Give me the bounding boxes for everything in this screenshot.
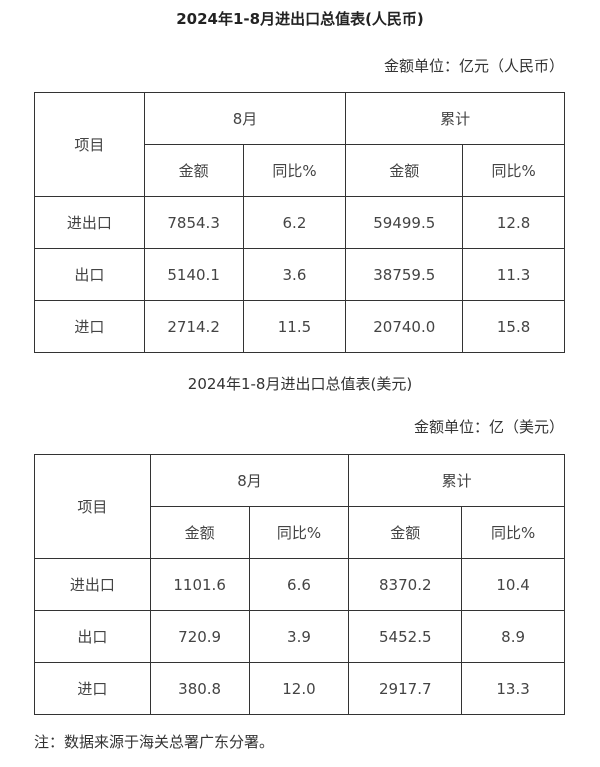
- row-name: 进口: [34, 662, 151, 715]
- month-amount: 5140.1: [143, 248, 244, 301]
- usd-table-title: 2024年1-8月进出口总值表(美元): [187, 375, 413, 393]
- table-row: 进出口 1101.6 6.6 8370.2 10.4: [34, 558, 565, 611]
- header-yoy: 同比%: [242, 144, 347, 197]
- cum-yoy: 12.8: [462, 196, 565, 249]
- header-amount: 金额: [149, 506, 250, 559]
- cum-amount: 38759.5: [345, 248, 464, 301]
- month-yoy: 3.9: [248, 610, 350, 663]
- header-amount: 金额: [345, 144, 464, 197]
- cum-yoy: 15.8: [462, 300, 565, 353]
- usd-unit-label: 金额单位：亿（美元）: [413, 418, 564, 436]
- row-name: 进出口: [34, 558, 151, 611]
- row-name: 进口: [34, 300, 145, 353]
- cum-yoy: 11.3: [462, 248, 565, 301]
- cum-amount: 59499.5: [345, 196, 464, 249]
- header-cumulative: 累计: [345, 92, 565, 145]
- header-yoy: 同比%: [248, 506, 350, 559]
- header-item: 项目: [34, 454, 151, 559]
- table-row: 出口 5140.1 3.6 38759.5 11.3: [34, 248, 565, 301]
- month-yoy: 3.6: [242, 248, 347, 301]
- header-month: 8月: [143, 92, 347, 145]
- row-name: 出口: [34, 610, 151, 663]
- header-yoy: 同比%: [462, 144, 565, 197]
- month-amount: 7854.3: [143, 196, 244, 249]
- table-row: 进口 2714.2 11.5 20740.0 15.8: [34, 300, 565, 353]
- header-yoy: 同比%: [461, 506, 565, 559]
- table-row: 进出口 7854.3 6.2 59499.5 12.8: [34, 196, 565, 249]
- month-amount: 1101.6: [149, 558, 250, 611]
- month-yoy: 11.5: [242, 300, 347, 353]
- cum-amount: 5452.5: [348, 610, 463, 663]
- header-amount: 金额: [143, 144, 244, 197]
- cum-amount: 20740.0: [345, 300, 464, 353]
- cum-yoy: 13.3: [461, 662, 565, 715]
- header-month: 8月: [149, 454, 350, 507]
- header-cumulative: 累计: [348, 454, 565, 507]
- cum-amount: 2917.7: [348, 662, 463, 715]
- usd-table: 项目 8月 累计 金额 同比% 金额 同比% 进出口 1101.6 6.6 8370.…: [34, 454, 565, 715]
- cum-yoy: 10.4: [461, 558, 565, 611]
- header-item: 项目: [34, 92, 145, 197]
- subheader-row: 金额 同比% 金额 同比%: [35, 506, 565, 559]
- month-amount: 2714.2: [143, 300, 244, 353]
- header-amount: 金额: [348, 506, 463, 559]
- row-name: 进出口: [34, 196, 145, 249]
- cum-amount: 8370.2: [348, 558, 463, 611]
- month-yoy: 12.0: [248, 662, 350, 715]
- cum-yoy: 8.9: [461, 610, 565, 663]
- month-yoy: 6.6: [248, 558, 350, 611]
- table-row: 进口 380.8 12.0 2917.7 13.3: [34, 662, 565, 715]
- month-amount: 720.9: [149, 610, 250, 663]
- month-yoy: 6.2: [242, 196, 347, 249]
- row-name: 出口: [34, 248, 145, 301]
- rmb-table-title: 2024年1-8月进出口总值表(人民币): [176, 10, 424, 28]
- header-row: 项目 8月 累计: [34, 454, 565, 559]
- table-row: 出口 720.9 3.9 5452.5 8.9: [34, 610, 565, 663]
- header-row: 项目 8月 累计: [34, 92, 565, 197]
- source-note: 注：数据来源于海关总署广东分署。: [34, 733, 275, 751]
- month-amount: 380.8: [149, 662, 250, 715]
- rmb-unit-label: 金额单位：亿元（人民币）: [383, 57, 564, 75]
- rmb-table: 项目 8月 累计 金额 同比% 金额 同比% 进出口 7854.3 6.2 59499…: [34, 92, 565, 353]
- subheader-row: 金额 同比% 金额 同比%: [35, 144, 565, 197]
